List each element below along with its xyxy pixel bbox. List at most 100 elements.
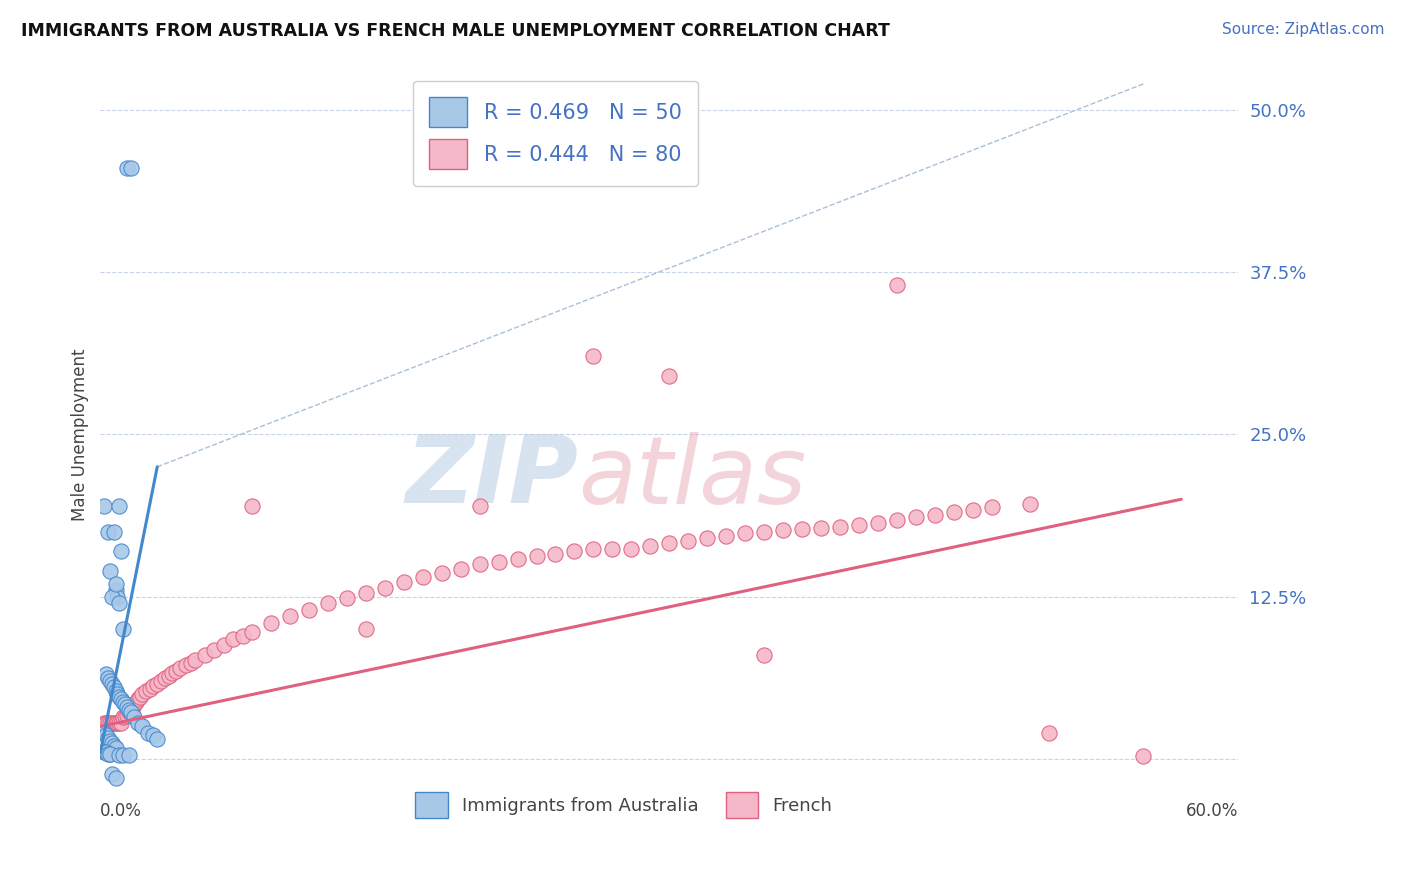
Point [1038,726,1060,740]
Text: ZIP: ZIP [405,431,578,524]
Point [112,747,135,762]
Point [180,656,202,670]
Point [94,667,117,681]
Point [488,555,510,569]
Point [886,513,908,527]
Point [131,719,153,733]
Point [110,692,132,706]
Point [174,658,197,673]
Point [125,695,148,709]
Point [93,715,115,730]
Point [810,521,832,535]
Text: atlas: atlas [578,432,807,523]
Point [564,544,586,558]
Point [392,575,415,590]
Point [107,590,129,604]
Text: IMMIGRANTS FROM AUSTRALIA VS FRENCH MALE UNEMPLOYMENT CORRELATION CHART: IMMIGRANTS FROM AUSTRALIA VS FRENCH MALE… [21,22,890,40]
Point [112,695,135,709]
Point [136,726,159,740]
Point [184,653,207,667]
Point [222,632,245,647]
Point [658,536,681,550]
Point [886,278,908,293]
Point [120,705,142,719]
Point [124,698,146,712]
Point [121,700,143,714]
Point [169,661,191,675]
Point [676,533,699,548]
Point [752,524,775,539]
Point [138,681,160,696]
Point [110,544,132,558]
Point [696,531,718,545]
Point [131,687,153,701]
Point [142,679,165,693]
Point [108,690,131,704]
Point [620,541,643,556]
Point [108,715,131,730]
Point [100,715,122,730]
Point [100,590,122,604]
Text: 0.0%: 0.0% [100,802,142,820]
Point [103,524,125,539]
Point [98,747,121,761]
Text: 60.0%: 60.0% [1185,802,1239,820]
Point [336,591,359,605]
Point [115,161,138,176]
Point [98,673,121,688]
Point [150,673,173,688]
Point [104,583,127,598]
Point [112,622,135,636]
Point [526,549,548,564]
Point [772,524,794,538]
Point [298,602,321,616]
Point [904,510,927,524]
Y-axis label: Male Unemployment: Male Unemployment [72,348,89,521]
Point [157,669,180,683]
Point [544,547,567,561]
Point [120,702,142,716]
Point [98,715,121,730]
Point [108,747,131,762]
Point [142,729,165,743]
Point [110,715,132,730]
Point [752,648,775,662]
Point [94,715,117,730]
Point [97,672,120,686]
Point [129,690,152,704]
Point [115,707,138,722]
Point [98,564,121,578]
Point [162,666,184,681]
Point [146,676,169,690]
Point [980,500,1002,514]
Point [412,570,434,584]
Point [120,161,142,176]
Point [118,705,141,719]
Text: Source: ZipAtlas.com: Source: ZipAtlas.com [1222,22,1385,37]
Point [924,508,946,522]
Point [212,638,235,652]
Point [104,684,127,698]
Point [103,681,125,695]
Point [640,539,662,553]
Point [194,648,217,662]
Point [114,698,136,712]
Point [278,609,301,624]
Point [124,710,146,724]
Point [127,692,149,706]
Point [93,499,115,513]
Point [658,368,681,383]
Point [165,664,187,678]
Point [103,715,125,730]
Point [104,741,127,756]
Point [114,709,136,723]
Point [98,733,121,747]
Point [98,747,121,761]
Point [107,687,129,701]
Point [146,732,169,747]
Point [866,516,889,530]
Point [354,585,377,599]
Point [100,676,122,690]
Point [135,684,157,698]
Point [108,499,131,513]
